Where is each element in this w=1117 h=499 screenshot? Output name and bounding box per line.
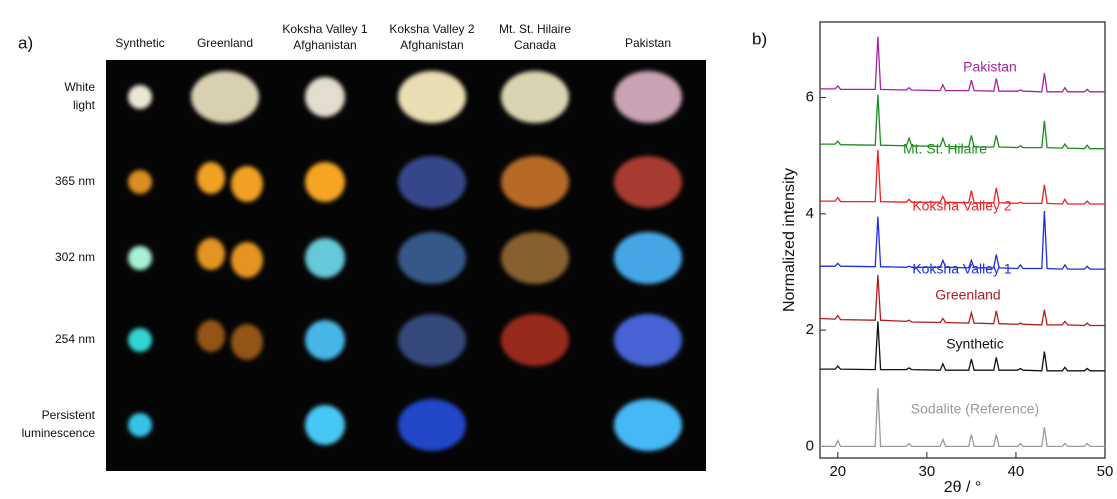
sample — [197, 320, 225, 352]
row-label: light — [73, 98, 96, 112]
row-label: 254 nm — [55, 332, 95, 346]
series-label: Greenland — [935, 287, 1000, 303]
panel-label: b) — [752, 29, 767, 48]
row-label: 302 nm — [55, 250, 95, 264]
x-tick-label: 40 — [1008, 463, 1025, 480]
sample — [231, 242, 263, 278]
x-tick-label: 30 — [919, 463, 936, 480]
sample — [398, 314, 466, 366]
sample — [501, 314, 569, 366]
series-label: Sodalite (Reference) — [911, 401, 1039, 417]
column-header: Koksha Valley 1 — [282, 22, 367, 36]
y-tick-label: 2 — [806, 321, 814, 338]
plot-frame — [820, 22, 1105, 458]
sample — [128, 413, 152, 437]
y-tick-label: 6 — [806, 89, 814, 106]
series-label: Koksha Valley 2 — [912, 198, 1012, 214]
panel-label: a) — [18, 33, 33, 52]
column-header: Greenland — [197, 36, 253, 50]
sample — [128, 246, 152, 270]
sample — [305, 77, 345, 117]
sample — [305, 238, 345, 278]
sample — [398, 71, 466, 123]
row-label: luminescence — [22, 426, 96, 440]
sample — [197, 162, 225, 194]
x-tick-label: 50 — [1097, 463, 1114, 480]
series-line — [820, 388, 1105, 446]
sample — [128, 170, 152, 194]
row-label: 365 nm — [55, 174, 95, 188]
sample — [305, 162, 345, 202]
sample — [191, 71, 259, 123]
series-label: Mt. St. Hilaire — [903, 141, 987, 157]
row-label: White — [64, 80, 95, 94]
sample — [614, 399, 682, 451]
column-header: Afghanistan — [400, 38, 463, 52]
y-tick-label: 0 — [806, 437, 814, 454]
x-axis-title: 2θ / ° — [944, 479, 982, 496]
y-axis-title: Normalized intensity — [781, 168, 798, 312]
sample — [231, 324, 263, 360]
sample — [614, 156, 682, 208]
sample — [197, 238, 225, 270]
column-header: Pakistan — [625, 36, 671, 50]
column-header: Afghanistan — [293, 38, 356, 52]
sample — [398, 156, 466, 208]
sample — [305, 405, 345, 445]
column-header: Canada — [514, 38, 556, 52]
sample — [614, 232, 682, 284]
sample — [398, 232, 466, 284]
column-header: Mt. St. Hilaire — [499, 22, 571, 36]
series-label: Pakistan — [963, 59, 1017, 75]
sample — [128, 328, 152, 352]
row-label: Persistent — [42, 408, 96, 422]
series-label: Synthetic — [946, 336, 1004, 352]
column-header: Koksha Valley 2 — [389, 22, 474, 36]
column-header: Synthetic — [115, 36, 164, 50]
sample — [614, 314, 682, 366]
sample — [128, 85, 152, 109]
sample — [501, 156, 569, 208]
sample — [305, 320, 345, 360]
sample — [398, 399, 466, 451]
sample — [501, 232, 569, 284]
y-tick-label: 4 — [806, 205, 814, 222]
series-line — [820, 150, 1105, 204]
x-tick-label: 20 — [829, 463, 846, 480]
sample — [501, 71, 569, 123]
figure: a) b) Synthetic Greenland Koksha Valley 1 A… — [0, 0, 1117, 499]
series-label: Koksha Valley 1 — [912, 261, 1012, 277]
sample — [231, 166, 263, 202]
sample — [614, 71, 682, 123]
